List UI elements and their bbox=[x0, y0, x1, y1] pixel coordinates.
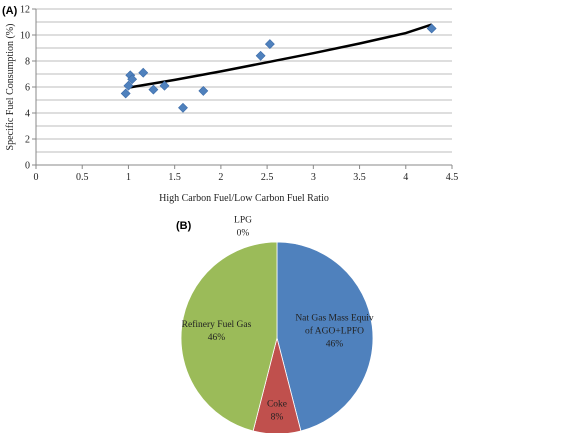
x-tick-label: 4.5 bbox=[446, 172, 459, 183]
x-tick-label: 1 bbox=[126, 172, 131, 183]
scatter-points bbox=[120, 23, 437, 113]
scatter-gridlines bbox=[36, 8, 452, 153]
data-point bbox=[255, 50, 266, 61]
scatter-x-ticks: 0 0.5 1 1.5 2 2.5 3 3.5 4 4.5 bbox=[34, 165, 459, 183]
trendline bbox=[128, 23, 433, 89]
x-tick-label: 2 bbox=[218, 172, 223, 183]
x-tick-label: 3 bbox=[311, 172, 316, 183]
pie-panel: (B) Nat Gas Mass Equiv of AGO+LPFO 46% Coke… bbox=[176, 216, 374, 435]
pie-slice-label: 46% bbox=[326, 340, 344, 350]
y-axis-title: Specific Fuel Consumption (%) bbox=[5, 24, 16, 151]
data-point bbox=[264, 39, 275, 50]
data-point bbox=[426, 23, 437, 34]
y-tick-label: 0 bbox=[25, 161, 30, 172]
y-tick-label: 12 bbox=[20, 5, 30, 16]
pie-slice bbox=[180, 241, 278, 432]
pie-labels: Nat Gas Mass Equiv of AGO+LPFO 46% Coke 8% Re… bbox=[182, 216, 374, 423]
data-point bbox=[120, 88, 131, 99]
pie-slice-label: Refinery Fuel Gas bbox=[182, 319, 252, 330]
data-point bbox=[123, 80, 134, 91]
x-tick-label: 4 bbox=[403, 172, 408, 183]
scatter-panel: (A) 0 2 4 6 8 10 12 0 0.5 1 1.5 2 2.5 3 3.5 4 4.5 Speci… bbox=[2, 5, 458, 205]
scatter-y-ticks: 0 2 4 6 8 10 12 bbox=[20, 5, 36, 172]
panel-b-label: (B) bbox=[176, 220, 192, 232]
x-tick-label: 0 bbox=[34, 172, 39, 183]
pie-slice-label: LPG bbox=[234, 216, 252, 226]
x-tick-label: 0.5 bbox=[76, 172, 89, 183]
x-tick-label: 1.5 bbox=[168, 172, 181, 183]
pie-slice bbox=[276, 241, 374, 432]
pie-slice-label: of AGO+LPFO bbox=[305, 326, 364, 337]
pie-slice-label: Coke bbox=[267, 400, 287, 410]
pie-slices bbox=[180, 241, 374, 435]
data-point bbox=[198, 85, 209, 96]
data-point bbox=[159, 80, 170, 91]
y-tick-label: 10 bbox=[20, 31, 30, 42]
y-tick-label: 2 bbox=[25, 135, 30, 146]
data-point bbox=[127, 74, 138, 85]
pie-slice-label: 46% bbox=[208, 333, 226, 343]
data-point bbox=[148, 84, 159, 95]
y-tick-label: 8 bbox=[25, 57, 30, 68]
pie-slice-label: 8% bbox=[271, 413, 284, 423]
x-tick-label: 3.5 bbox=[353, 172, 366, 183]
pie-slice-label: 0% bbox=[237, 229, 250, 239]
data-point bbox=[138, 67, 149, 78]
x-tick-label: 2.5 bbox=[261, 172, 274, 183]
pie-slice-label: Nat Gas Mass Equiv bbox=[295, 314, 374, 324]
x-axis-title: High Carbon Fuel/Low Carbon Fuel Ratio bbox=[159, 193, 329, 204]
data-point bbox=[178, 102, 188, 113]
panel-a-label: (A) bbox=[2, 5, 18, 17]
y-tick-label: 4 bbox=[25, 109, 30, 120]
y-tick-label: 6 bbox=[25, 83, 30, 94]
